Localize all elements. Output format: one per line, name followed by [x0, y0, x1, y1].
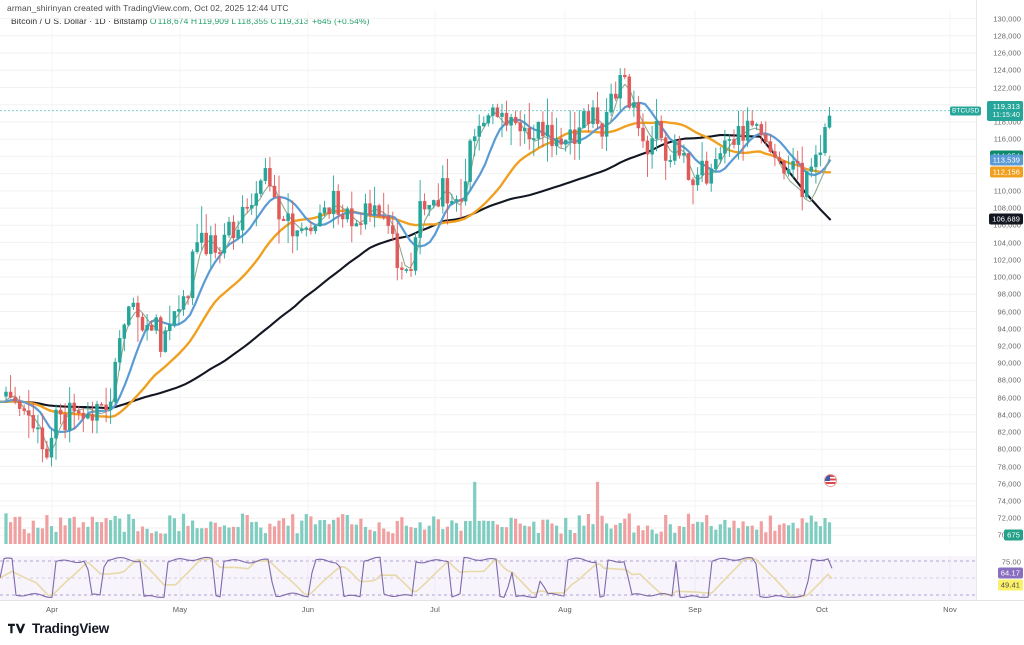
open-label: O	[149, 16, 157, 26]
change-value: +645 (+0.54%)	[312, 16, 370, 26]
price-tick: 74,000	[997, 496, 1021, 506]
rsi-line	[0, 556, 833, 598]
price-tick: 116,000	[993, 134, 1021, 144]
volume-bars	[4, 481, 832, 544]
price-tick: 100,000	[993, 272, 1021, 282]
last-price-time: 11:15:40	[992, 111, 1020, 119]
open-value: 118,674	[157, 16, 189, 26]
ma-long-black-line	[0, 134, 832, 410]
price-tick: 86,000	[997, 393, 1021, 403]
price-tick: 118,000	[993, 117, 1021, 127]
volume-plot-svg	[0, 466, 976, 544]
price-tick: 94,000	[997, 324, 1021, 334]
low-value: 118,355	[237, 16, 269, 26]
tradingview-wordmark: TradingView	[32, 621, 110, 636]
price-tick: 122,000	[993, 83, 1021, 92]
high-label: H	[190, 16, 198, 26]
price-tick: 110,000	[993, 186, 1021, 196]
ma-black-badge[interactable]: 106,689	[989, 213, 1023, 225]
ticker-chip: BTCUSD	[950, 106, 982, 116]
last-price-value: 119,313	[992, 101, 1020, 111]
price-tick: 98,000	[997, 289, 1021, 299]
date-tick: Aug	[558, 605, 572, 614]
rsi-plot-svg	[0, 556, 976, 600]
price-plot-svg	[0, 10, 976, 544]
date-tick: Jul	[430, 605, 440, 614]
ma-blue-badge[interactable]: 113,539	[989, 154, 1023, 166]
tradingview-mark-icon	[8, 623, 26, 634]
price-axis[interactable]: 130,000128,000126,000124,000122,000120,0…	[950, 0, 1024, 600]
price-tick: 72,000	[997, 513, 1021, 523]
last-price-badge[interactable]: 119,313 11:15:40	[987, 100, 1023, 121]
price-pane[interactable]	[0, 10, 976, 544]
rsi-pane[interactable]	[0, 556, 976, 600]
volume-pane[interactable]	[0, 466, 976, 544]
us-flag-marker-icon[interactable]	[824, 474, 837, 487]
date-tick: Apr	[46, 605, 58, 614]
symbol-ohlc-legend: Bitcoin / U.S. Dollar · 1D · Bitstamp O1…	[11, 16, 370, 26]
rsi-signal-badge[interactable]: 49.41	[997, 579, 1023, 591]
footer: TradingView	[0, 618, 1024, 645]
price-tick: 78,000	[997, 462, 1021, 471]
price-tick: 80,000	[997, 444, 1021, 454]
date-axis[interactable]: Apr May Jun Jul Aug Sep Oct Nov	[0, 600, 1024, 619]
price-tick: 76,000	[997, 479, 1021, 489]
attribution-text: arman_shirinyan created with TradingView…	[7, 3, 289, 13]
symbol-title[interactable]: Bitcoin / U.S. Dollar · 1D · Bitstamp	[11, 16, 148, 26]
date-tick: Jun	[301, 605, 315, 614]
price-vertical-gridlines	[51, 10, 951, 544]
price-tick: 102,000	[993, 255, 1021, 265]
rsi-signal-line	[0, 558, 833, 598]
date-tick: May	[172, 605, 188, 614]
price-tick: 108,000	[993, 203, 1021, 213]
tradingview-logo[interactable]: TradingView	[8, 621, 109, 636]
volume-value-badge[interactable]: 675	[1004, 529, 1023, 541]
price-tick: 96,000	[997, 307, 1021, 316]
price-tick: 126,000	[993, 48, 1021, 58]
date-tick: Sep	[688, 605, 702, 614]
price-gridlines	[0, 18, 976, 536]
ma-slow-orange-line	[0, 120, 832, 419]
candlestick-series	[4, 68, 832, 467]
price-tick: 104,000	[993, 238, 1021, 247]
date-tick: Nov	[943, 605, 957, 614]
price-tick: 128,000	[993, 31, 1021, 41]
low-label: L	[231, 16, 237, 26]
price-tick: 84,000	[997, 410, 1021, 420]
price-tick: 124,000	[993, 65, 1021, 75]
price-tick: 106,000	[993, 220, 1021, 230]
high-value: 119,909	[198, 16, 229, 26]
close-value: 119,313	[277, 16, 309, 26]
price-tick: 88,000	[997, 375, 1021, 385]
rsi-value-badge[interactable]: 64.17	[997, 567, 1023, 579]
price-tick: 82,000	[997, 427, 1021, 437]
rsi-upper-label: 75.00	[1001, 557, 1021, 567]
price-tick: 90,000	[997, 358, 1021, 368]
close-label: C	[270, 16, 277, 26]
ma-orange-badge[interactable]: 112,156	[989, 166, 1023, 178]
price-tick: 130,000	[993, 14, 1021, 24]
price-tick: 92,000	[997, 341, 1021, 351]
date-tick: Oct	[816, 605, 828, 614]
